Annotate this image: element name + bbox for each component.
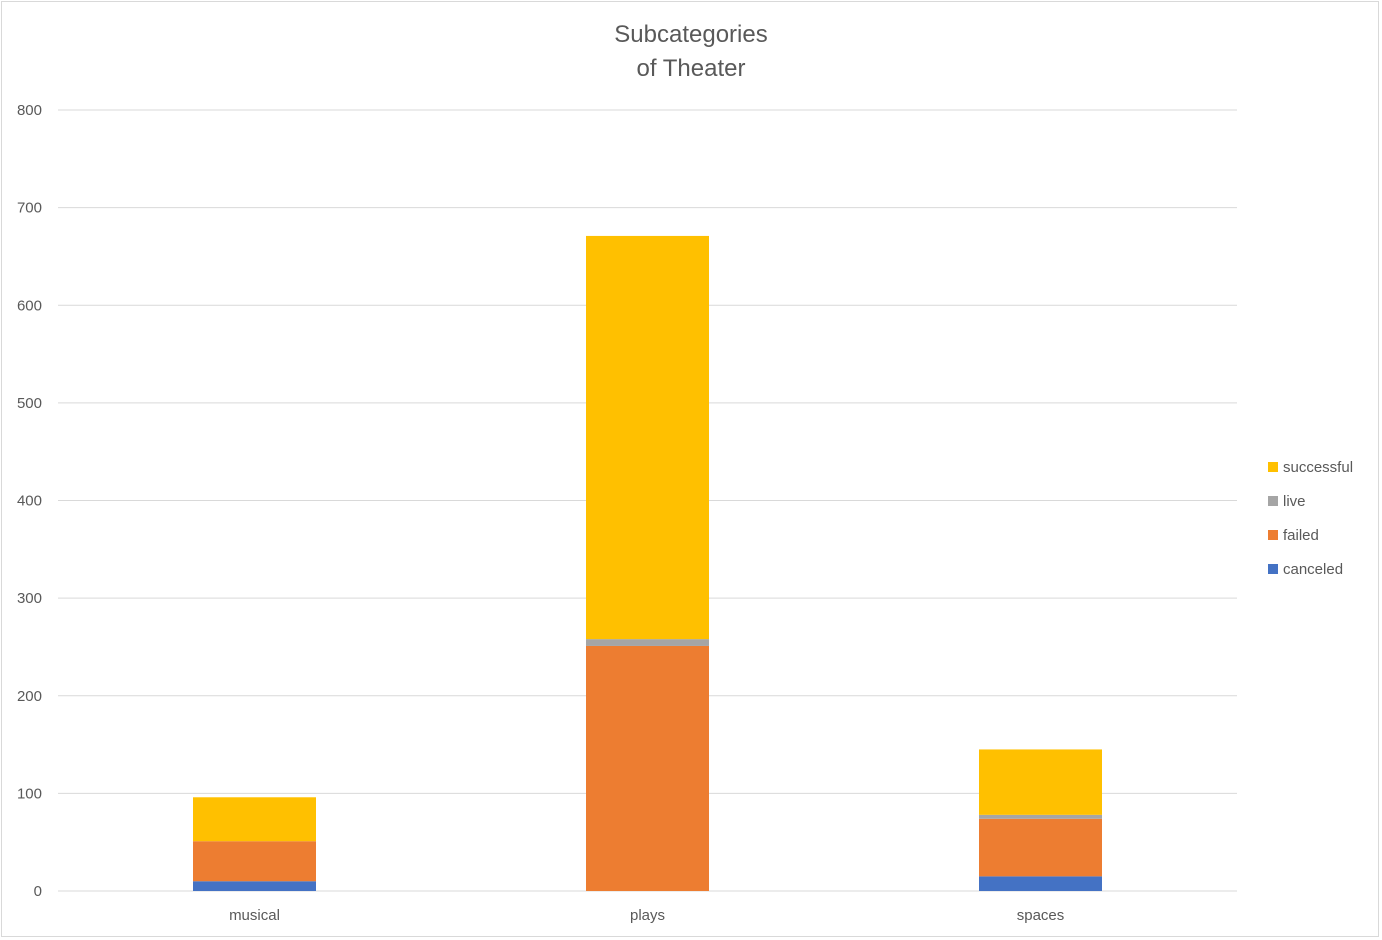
bar-plays-successful: [586, 235, 709, 640]
legend-item-successful: successful: [1268, 450, 1353, 484]
legend-swatch: [1268, 496, 1278, 506]
bar-musical-canceled: [193, 881, 316, 891]
legend-label: canceled: [1283, 560, 1344, 578]
bar-spaces-failed: [979, 818, 1102, 877]
legend-swatch: [1268, 564, 1278, 574]
bar-plays-failed: [586, 645, 709, 891]
bar-musical-successful: [193, 797, 316, 842]
legend-swatch: [1268, 530, 1278, 540]
bar-spaces-canceled: [979, 876, 1102, 891]
y-tick-label: 600: [17, 297, 42, 314]
chart-title-line-2: of Theater: [636, 55, 746, 82]
legend-label: successful: [1283, 458, 1354, 476]
y-tick-label: 700: [17, 200, 42, 217]
y-tick-label: 300: [17, 590, 42, 607]
chart-title-line-1: Subcategories: [614, 21, 768, 48]
legend-item-failed: failed: [1268, 518, 1353, 552]
x-tick-label: plays: [630, 907, 665, 924]
y-tick-label: 400: [17, 493, 42, 510]
legend-item-canceled: canceled: [1268, 552, 1353, 586]
legend: successful live failed canceled: [1268, 450, 1353, 586]
legend-label: live: [1283, 492, 1306, 510]
y-tick-label: 500: [17, 395, 42, 412]
bar-plays-live: [586, 639, 709, 646]
x-tick-label: spaces: [1017, 907, 1065, 924]
legend-swatch: [1268, 462, 1278, 472]
chart-title: Subcategories of Theater: [0, 18, 1382, 86]
x-tick-label: musical: [229, 907, 280, 924]
legend-item-live: live: [1268, 484, 1353, 518]
y-tick-label: 0: [34, 883, 42, 900]
y-tick-label: 800: [17, 102, 42, 119]
y-tick-label: 200: [17, 688, 42, 705]
bar-musical-failed: [193, 841, 316, 882]
y-tick-label: 100: [17, 785, 42, 802]
legend-label: failed: [1283, 526, 1319, 544]
bar-spaces-live: [979, 814, 1102, 819]
bar-spaces-successful: [979, 749, 1102, 815]
